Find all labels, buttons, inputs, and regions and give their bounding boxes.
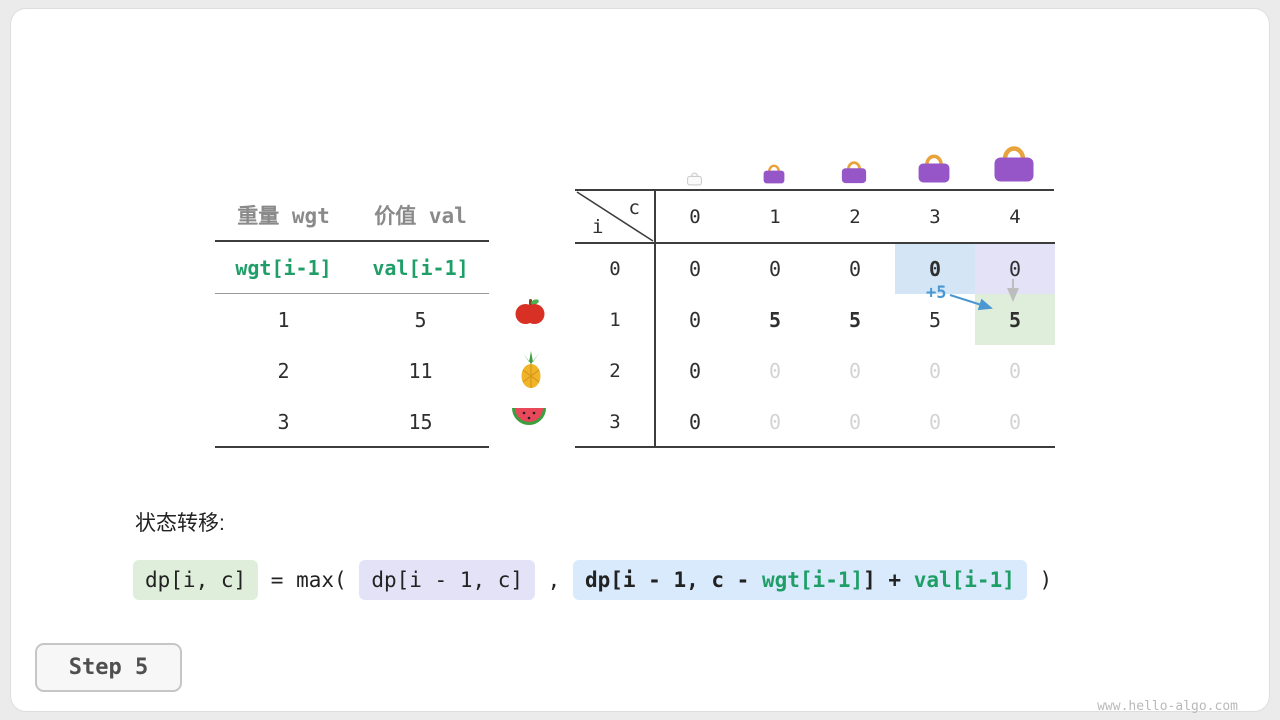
divider (575, 446, 1055, 448)
dp-cell-source: 0 (895, 243, 975, 294)
dp-col-header: 0 (689, 205, 701, 228)
dp-current-chip: dp[i, c] (133, 560, 259, 600)
transition-formula: dp[i, c] = max( dp[i - 1, c] , dp[i - 1,… (133, 560, 1052, 600)
option2-prefix: dp[i - 1, c - (584, 568, 762, 592)
dp-cell: 5 (928, 307, 942, 332)
bag-icon (686, 170, 703, 190)
weights-col-header-val: 价值 val (374, 204, 467, 228)
dp-option2-chip: dp[i - 1, c - wgt[i-1]] + val[i-1] (572, 560, 1027, 600)
transition-label: 状态转移: (135, 512, 225, 535)
option2-wgt: wgt[i-1] (761, 568, 864, 592)
formula-comma: , (535, 568, 573, 592)
dp-corner-cell: c i (575, 190, 655, 243)
divider (575, 242, 1055, 244)
dp-table: c i 0 1 2 3 4 0 0 0 0 0 0 1 0 5 5 5 5 2 … (575, 190, 1055, 447)
dp-row-header: 3 (609, 410, 621, 433)
dp-row-header: 0 (609, 257, 621, 280)
diagonal-line-icon (576, 191, 654, 242)
dp-cell: 0 (768, 256, 782, 281)
dp-cell: 0 (768, 358, 782, 383)
dp-cell: 0 (688, 409, 702, 434)
transition-arrows-icon (949, 279, 1019, 311)
divider (215, 293, 489, 294)
table-row: 3 15 (215, 396, 489, 447)
weights-col-header-wgt: 重量 wgt (237, 204, 330, 228)
formula-close: ) (1026, 568, 1053, 592)
wgt-formula-label: wgt[i-1] (235, 255, 332, 280)
watermark: www.hello-algo.com (1097, 699, 1238, 714)
val-value: 5 (414, 307, 427, 332)
formula-eq: = max( (258, 568, 360, 592)
dp-col-header: 3 (929, 205, 941, 228)
wgt-value: 3 (277, 409, 290, 434)
dp-cell: 0 (1008, 358, 1022, 383)
dp-cell: 0 (928, 358, 942, 383)
dp-cell: 0 (688, 358, 702, 383)
dp-option1-chip: dp[i - 1, c] (359, 560, 536, 600)
wgt-value: 2 (277, 358, 290, 383)
wgt-value: 1 (277, 307, 290, 332)
dp-cell: 0 (688, 307, 702, 332)
pineapple-icon (513, 350, 549, 394)
dp-row-header: 1 (609, 308, 621, 331)
dp-cell: 0 (768, 409, 782, 434)
bag-icon (990, 139, 1038, 189)
dp-col-header: 2 (849, 205, 861, 228)
dp-col-header: 1 (769, 205, 781, 228)
divider (575, 189, 1054, 191)
dp-cell: 0 (928, 409, 942, 434)
dp-cell: 5 (848, 307, 862, 332)
dp-cell: 0 (848, 358, 862, 383)
dp-row-header: 2 (609, 359, 621, 382)
bag-icon (761, 161, 787, 189)
table-row: 1 5 (215, 294, 489, 345)
option2-val: val[i-1] (913, 568, 1015, 592)
bag-icon (915, 149, 953, 189)
watermelon-icon (510, 404, 548, 434)
bag-icon (839, 157, 869, 189)
option2-mid: ] + (863, 568, 914, 592)
weights-table: 重量 wgt 价值 val wgt[i-1] val[i-1] 1 5 2 11… (215, 190, 489, 448)
dp-cell: 0 (688, 256, 702, 281)
dp-cell: 0 (1008, 409, 1022, 434)
annotation-plus5: +5 (926, 283, 947, 303)
weights-formula-row: wgt[i-1] val[i-1] (215, 242, 489, 293)
table-row: 2 11 (215, 345, 489, 396)
val-value: 15 (408, 409, 433, 434)
step-button[interactable]: Step 5 (35, 643, 182, 692)
val-value: 11 (408, 358, 433, 383)
apple-icon (514, 295, 546, 331)
weights-table-header: 重量 wgt 价值 val (215, 190, 489, 240)
dp-col-header: 4 (1009, 205, 1021, 228)
dp-cell-above: 0 (975, 243, 1055, 294)
divider (215, 446, 489, 448)
divider (215, 240, 489, 242)
step-label: Step 5 (68, 655, 149, 680)
dp-cell: 0 (848, 256, 862, 281)
row-var-label: i (592, 216, 604, 238)
col-var-label: c (628, 197, 640, 219)
divider (654, 189, 656, 448)
dp-cell: 5 (768, 307, 782, 332)
val-formula-label: val[i-1] (372, 255, 469, 280)
dp-cell: 0 (848, 409, 862, 434)
